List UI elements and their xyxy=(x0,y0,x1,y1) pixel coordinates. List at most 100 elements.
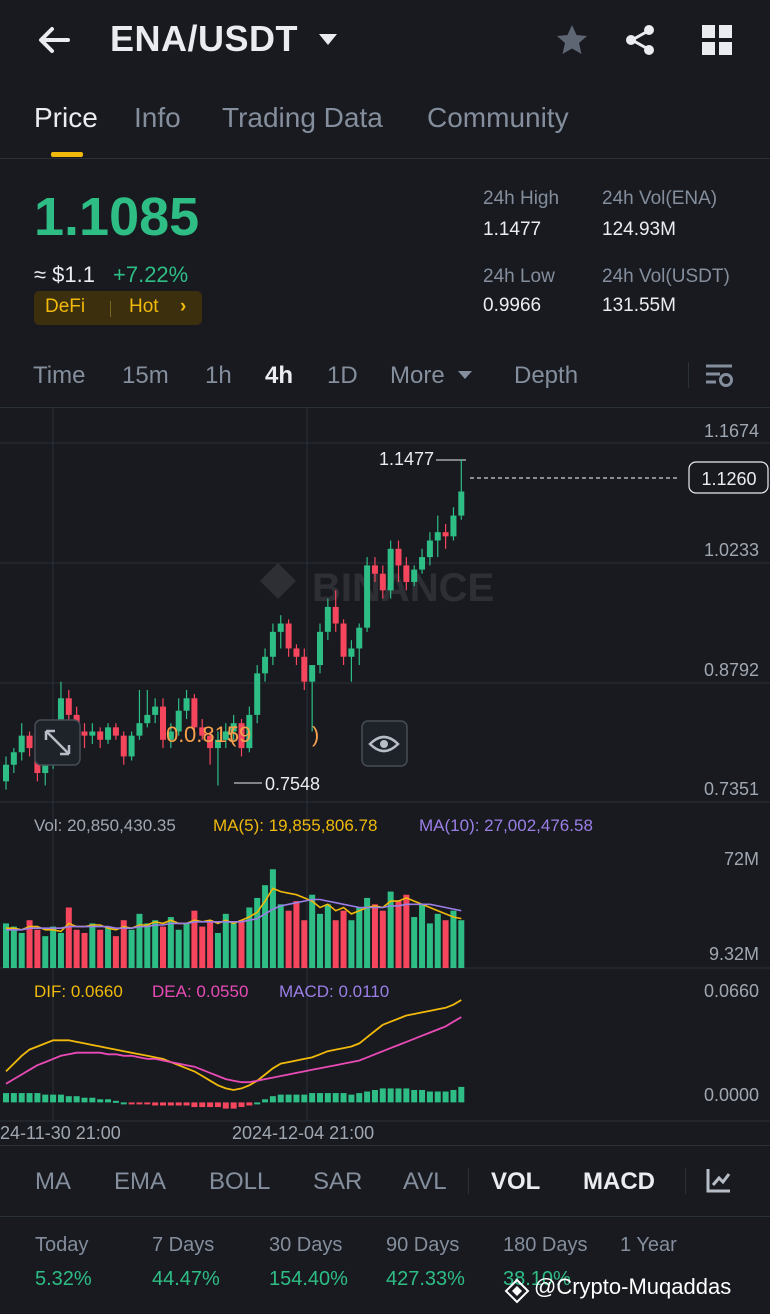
volume-bar xyxy=(183,923,190,968)
volume-bar xyxy=(18,932,25,968)
tabs-divider xyxy=(0,158,770,159)
indicator-sar[interactable]: SAR xyxy=(313,1168,363,1195)
candle-body xyxy=(191,698,198,728)
timeframe-divider xyxy=(0,407,770,408)
macd-histogram-bar xyxy=(73,1096,80,1103)
timeframe-1h[interactable]: 1h xyxy=(205,362,232,389)
volume-bar xyxy=(222,913,229,968)
macd-value: MACD: 0.0110 xyxy=(279,982,389,1001)
volume-bar xyxy=(450,910,457,968)
volume-bar xyxy=(262,885,269,968)
tab-info[interactable]: Info xyxy=(134,102,181,133)
chevron-right-icon[interactable]: › xyxy=(180,296,187,317)
candle-body xyxy=(199,727,206,736)
vol-axis-label: 9.32M xyxy=(709,944,759,964)
pair-title[interactable]: ENA/USDT xyxy=(110,18,299,59)
low-marker-label: 0.7548 xyxy=(265,774,320,794)
macd-histogram-bar xyxy=(152,1102,159,1106)
volume-bar xyxy=(167,917,174,968)
price-axis-label: 0.8792 xyxy=(704,660,759,680)
volume-bar xyxy=(246,907,253,968)
stat-24h-vol-quote-label: 24h Vol(USDT) xyxy=(602,266,730,287)
macd-dea: DEA: 0.0550 xyxy=(152,982,248,1001)
grid-icon[interactable] xyxy=(699,22,735,58)
volume-bar xyxy=(160,926,166,968)
indicator-ma[interactable]: MA xyxy=(35,1168,71,1195)
candle-body xyxy=(152,706,159,715)
candle-body xyxy=(450,515,457,537)
price-axis-label: 1.1674 xyxy=(704,421,759,441)
timeframe-time[interactable]: Time xyxy=(33,362,86,389)
price-chart[interactable]: BINANCE 1.1674 1.0233 0.8792 0.7351 1.12… xyxy=(0,408,770,1145)
perf-7d-label: 7 Days xyxy=(152,1234,215,1256)
candle-body xyxy=(285,623,292,649)
macd-histogram-bar xyxy=(214,1102,221,1108)
timeframe-4h[interactable]: 4h xyxy=(265,362,294,389)
price-axis-label: 0.7351 xyxy=(704,779,759,799)
volume-bar xyxy=(340,910,347,968)
indicator-settings-icon[interactable] xyxy=(705,1166,733,1194)
macd-histogram-bar xyxy=(309,1093,316,1103)
candle-body xyxy=(269,631,276,657)
tag-defi[interactable]: DeFi xyxy=(45,296,86,317)
expand-chart-button[interactable] xyxy=(34,719,81,766)
volume-bar xyxy=(403,894,410,968)
visibility-toggle-button[interactable] xyxy=(361,720,408,767)
vol-ma10: MA(10): 27,002,476.58 xyxy=(419,816,593,835)
mid-marker-label: 0.8159 xyxy=(184,722,251,747)
perf-30d-label: 30 Days xyxy=(269,1234,343,1256)
candle-body xyxy=(340,623,347,657)
volume-bar xyxy=(230,923,237,968)
stat-24h-vol-quote-value: 131.55M xyxy=(602,295,676,316)
tab-price[interactable]: Price xyxy=(34,102,98,133)
current-price-label: 1.1260 xyxy=(701,469,756,489)
volume-bar xyxy=(238,920,245,968)
perf-180d-label: 180 Days xyxy=(503,1234,588,1256)
candle-body xyxy=(42,764,49,774)
timeframe-1d[interactable]: 1D xyxy=(327,362,358,389)
candle-body xyxy=(105,727,112,740)
macd-histogram-bar xyxy=(120,1102,127,1105)
back-arrow-icon[interactable] xyxy=(34,20,74,60)
macd-histogram-bar xyxy=(97,1099,104,1103)
tag-hot[interactable]: Hot xyxy=(129,296,159,317)
high-marker-label: 1.1477 xyxy=(379,449,434,469)
star-icon[interactable] xyxy=(554,22,590,58)
candle-body xyxy=(136,723,143,736)
indicator-vol[interactable]: VOL xyxy=(491,1168,541,1195)
volume-bar xyxy=(301,920,308,968)
settings-separator xyxy=(688,362,689,388)
indicator-macd[interactable]: MACD xyxy=(583,1168,655,1195)
volume-bar xyxy=(356,907,363,968)
candle-body xyxy=(364,565,371,628)
depth-tab[interactable]: Depth xyxy=(514,362,579,389)
macd-histogram-bar xyxy=(144,1102,151,1105)
perf-1y-label: 1 Year xyxy=(620,1234,677,1256)
volume-bar xyxy=(214,932,221,968)
macd-histogram-bar xyxy=(136,1102,143,1105)
tab-trading-data[interactable]: Trading Data xyxy=(222,102,383,133)
volume-bar xyxy=(136,913,143,968)
candle-body xyxy=(89,731,96,736)
timeframe-more[interactable]: More xyxy=(390,362,445,389)
more-caret-icon[interactable] xyxy=(457,369,473,381)
indicator-ema[interactable]: EMA xyxy=(114,1168,167,1195)
indicator-avl[interactable]: AVL xyxy=(403,1168,447,1195)
chart-settings-icon[interactable] xyxy=(703,360,735,390)
volume-bar xyxy=(207,920,214,968)
stat-24h-vol-base-value: 124.93M xyxy=(602,219,676,240)
tab-community[interactable]: Community xyxy=(427,102,569,133)
volume-bar xyxy=(120,920,127,968)
macd-histogram-bar xyxy=(175,1102,182,1106)
tag-box[interactable] xyxy=(34,291,202,325)
share-icon[interactable] xyxy=(622,22,658,58)
indicator-boll[interactable]: BOLL xyxy=(209,1168,271,1195)
perf-7d-value: 44.47% xyxy=(152,1268,220,1290)
candle-body xyxy=(434,532,441,541)
timeframe-15m[interactable]: 15m xyxy=(122,362,169,389)
mid-marker-paren-open: ( xyxy=(229,722,237,747)
macd-histogram-bar xyxy=(10,1093,17,1103)
macd-histogram-bar xyxy=(105,1099,112,1103)
macd-histogram-bar xyxy=(81,1097,88,1103)
dropdown-caret-icon[interactable] xyxy=(316,30,340,48)
